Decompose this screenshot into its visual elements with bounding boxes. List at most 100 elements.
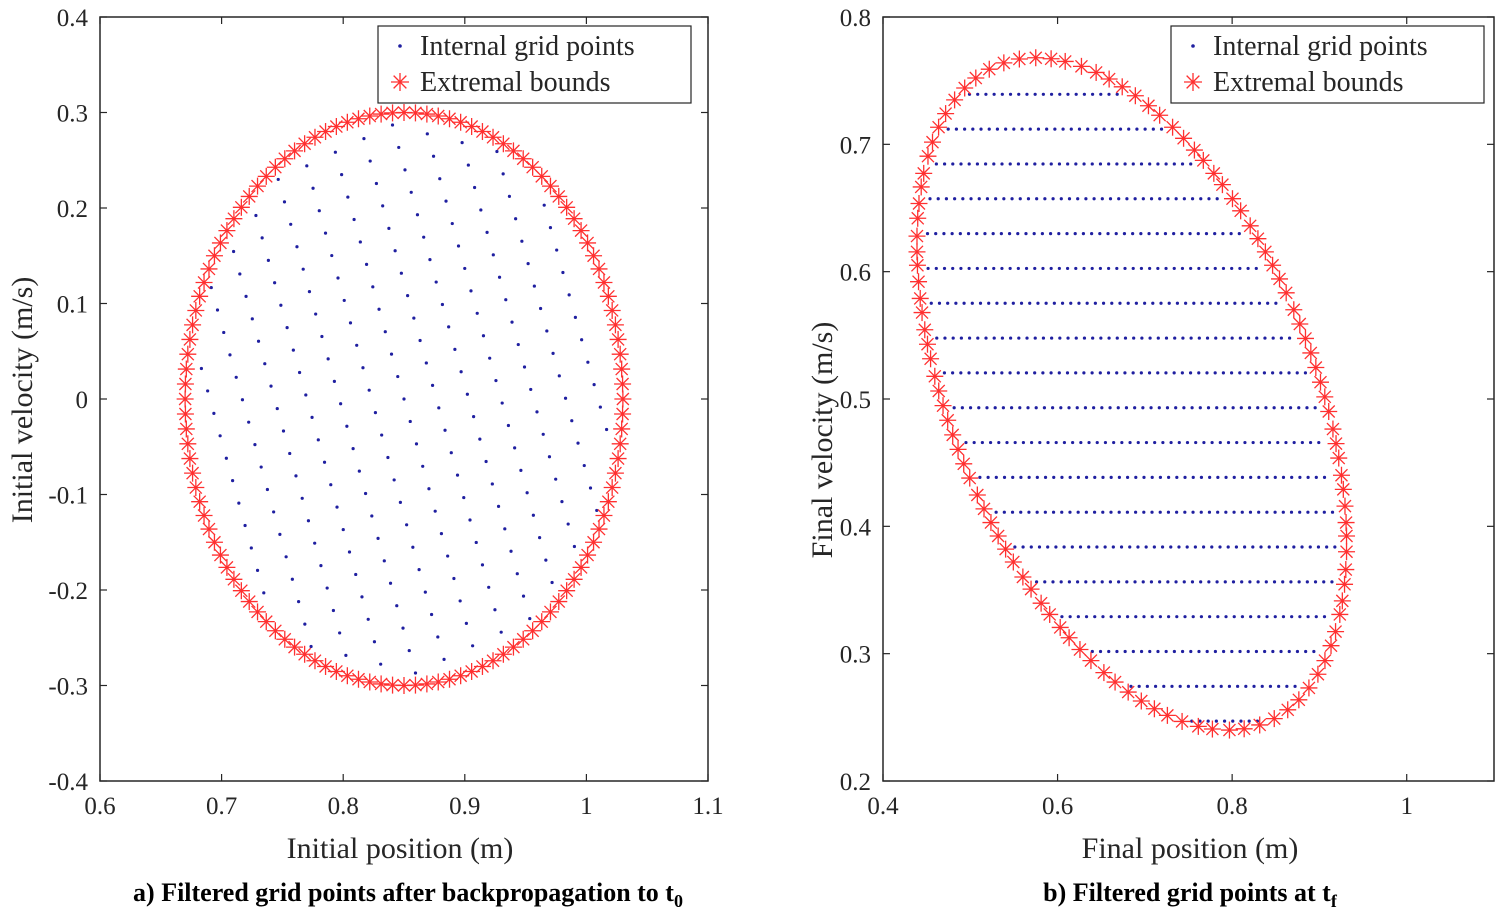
panel-b-internal-point	[946, 301, 950, 305]
panel-b-bound-marker	[1022, 580, 1040, 598]
panel-a-bound-marker	[533, 167, 551, 185]
panel-b-internal-point	[992, 162, 996, 166]
panel-b-internal-points	[925, 92, 1337, 723]
panel-a-internal-point	[262, 591, 266, 595]
panel-b-internal-point	[934, 266, 938, 271]
panel-a-xtick-label: 0.6	[84, 793, 115, 820]
panel-b-internal-point	[1074, 336, 1078, 340]
panel-b-internal-point	[1098, 649, 1103, 654]
panel-b-internal-point	[1090, 231, 1094, 236]
panel-b-internal-point	[1053, 127, 1057, 131]
panel-b-internal-point	[1091, 336, 1095, 340]
panel-a-internal-point	[488, 356, 492, 360]
panel-a-internal-point	[548, 226, 553, 230]
panel-b-internal-point	[1314, 615, 1318, 619]
panel-b-internal-point	[1240, 580, 1244, 584]
panel-a-internal-point	[418, 338, 422, 343]
panel-b-internal-point	[1288, 406, 1293, 410]
panel-b-bound-marker	[1277, 284, 1295, 302]
panel-b-internal-point	[992, 371, 996, 375]
panel-a-internal-point	[528, 616, 532, 621]
panel-a-internal-point	[354, 572, 358, 577]
panel-b-internal-point	[1153, 440, 1157, 445]
panel-b-internal-point	[1295, 371, 1299, 375]
panel-a-bound-marker	[558, 582, 576, 600]
panel-a-bound-marker	[361, 673, 379, 691]
panel-b-internal-point	[1241, 301, 1245, 305]
panel-b-internal-point	[1215, 197, 1219, 201]
panel-a-internal-point	[380, 433, 384, 437]
panel-b-internal-point	[1082, 336, 1087, 340]
panel-a-bound-marker	[613, 360, 631, 378]
panel-a-internal-point	[465, 392, 469, 396]
panel-b-internal-point	[1060, 510, 1064, 514]
panel-a-bound-marker	[550, 187, 568, 205]
panel-b-internal-point	[1175, 475, 1179, 479]
panel-a-bound-marker	[306, 128, 324, 146]
panel-a-bound-marker	[349, 110, 367, 128]
panel-b-internal-point	[1018, 197, 1022, 201]
panel-b-legend-asterisk-marker	[1184, 73, 1202, 91]
panel-b-internal-point	[972, 440, 976, 445]
panel-b-internal-point	[1131, 162, 1135, 166]
panel-a-internal-point	[300, 496, 304, 500]
panel-a-internal-point	[406, 294, 410, 298]
panel-b-internal-point	[1033, 162, 1037, 166]
panel-a-internal-point	[366, 617, 370, 621]
panel-a-internal-point	[469, 289, 473, 293]
panel-a-internal-point	[507, 194, 511, 198]
panel-a-internal-point	[544, 558, 548, 562]
panel-b-internal-point	[1205, 371, 1209, 375]
panel-a-ytick-label: -0.2	[48, 578, 88, 605]
panel-b-bound-marker	[989, 527, 1007, 545]
panel-b-bound-marker	[911, 289, 929, 307]
panel-a-internal-point	[494, 379, 498, 383]
panel-b-internal-point	[1074, 371, 1078, 375]
panel-b-internal-point	[1011, 475, 1015, 479]
panel-a-ylabel: Initial velocity (m/s)	[6, 277, 39, 524]
panel-a-bound-marker	[179, 345, 197, 363]
panel-a-internal-point	[352, 217, 356, 222]
panel-b-internal-point	[1029, 545, 1033, 549]
panel-b-internal-point	[1041, 371, 1045, 375]
panel-a-internal-point	[272, 510, 276, 514]
panel-b-internal-point	[1076, 475, 1080, 479]
panel-b-internal-point	[1160, 545, 1165, 549]
panel-b-internal-point	[1110, 127, 1114, 131]
panel-a-bound-marker	[514, 630, 532, 648]
panel-b-internal-point	[1068, 510, 1072, 514]
panel-b-internal-point	[1164, 371, 1168, 375]
panel-a-ytick-label: -0.4	[48, 769, 88, 796]
panel-b-internal-point	[995, 127, 1000, 131]
panel-a-internal-point	[560, 500, 564, 504]
panel-a-internal-point	[351, 447, 355, 451]
panel-b-bound-marker	[1330, 449, 1348, 467]
panel-b-internal-point	[1041, 266, 1045, 271]
panel-a-internal-point	[563, 396, 568, 400]
panel-a-bound-marker	[225, 570, 243, 588]
panel-a-internal-point	[332, 379, 336, 383]
panel-b-internal-point	[1036, 127, 1041, 131]
panel-b-internal-point	[1034, 406, 1038, 410]
panel-b-internal-point	[1045, 127, 1049, 131]
panel-b-internal-point	[1131, 266, 1135, 271]
panel-b-internal-point	[1144, 440, 1149, 445]
panel-b-internal-point	[1016, 231, 1020, 236]
panel-a-internal-point	[279, 303, 283, 307]
panel-b-bound-marker	[995, 54, 1013, 72]
panel-b-internal-point	[1313, 406, 1317, 410]
panel-a-internal-point	[358, 240, 362, 244]
panel-b-internal-point	[1170, 684, 1174, 688]
panel-b-bound-marker	[915, 164, 933, 182]
panel-a-bound-marker	[418, 105, 436, 123]
panel-b-internal-point	[1059, 406, 1063, 410]
panel-a-internal-point	[346, 195, 350, 199]
panel-b-internal-point	[1090, 371, 1094, 375]
panel-a-legend: Internal grid points Extremal bounds	[377, 25, 692, 104]
panel-b-internal-point	[1107, 162, 1111, 166]
panel-a-internal-point	[427, 487, 431, 491]
panel-a-internal-point	[360, 595, 364, 599]
panel-b-internal-point	[1118, 301, 1122, 305]
panel-a-internal-point	[452, 576, 456, 581]
panel-a-bound-marker	[514, 150, 532, 168]
